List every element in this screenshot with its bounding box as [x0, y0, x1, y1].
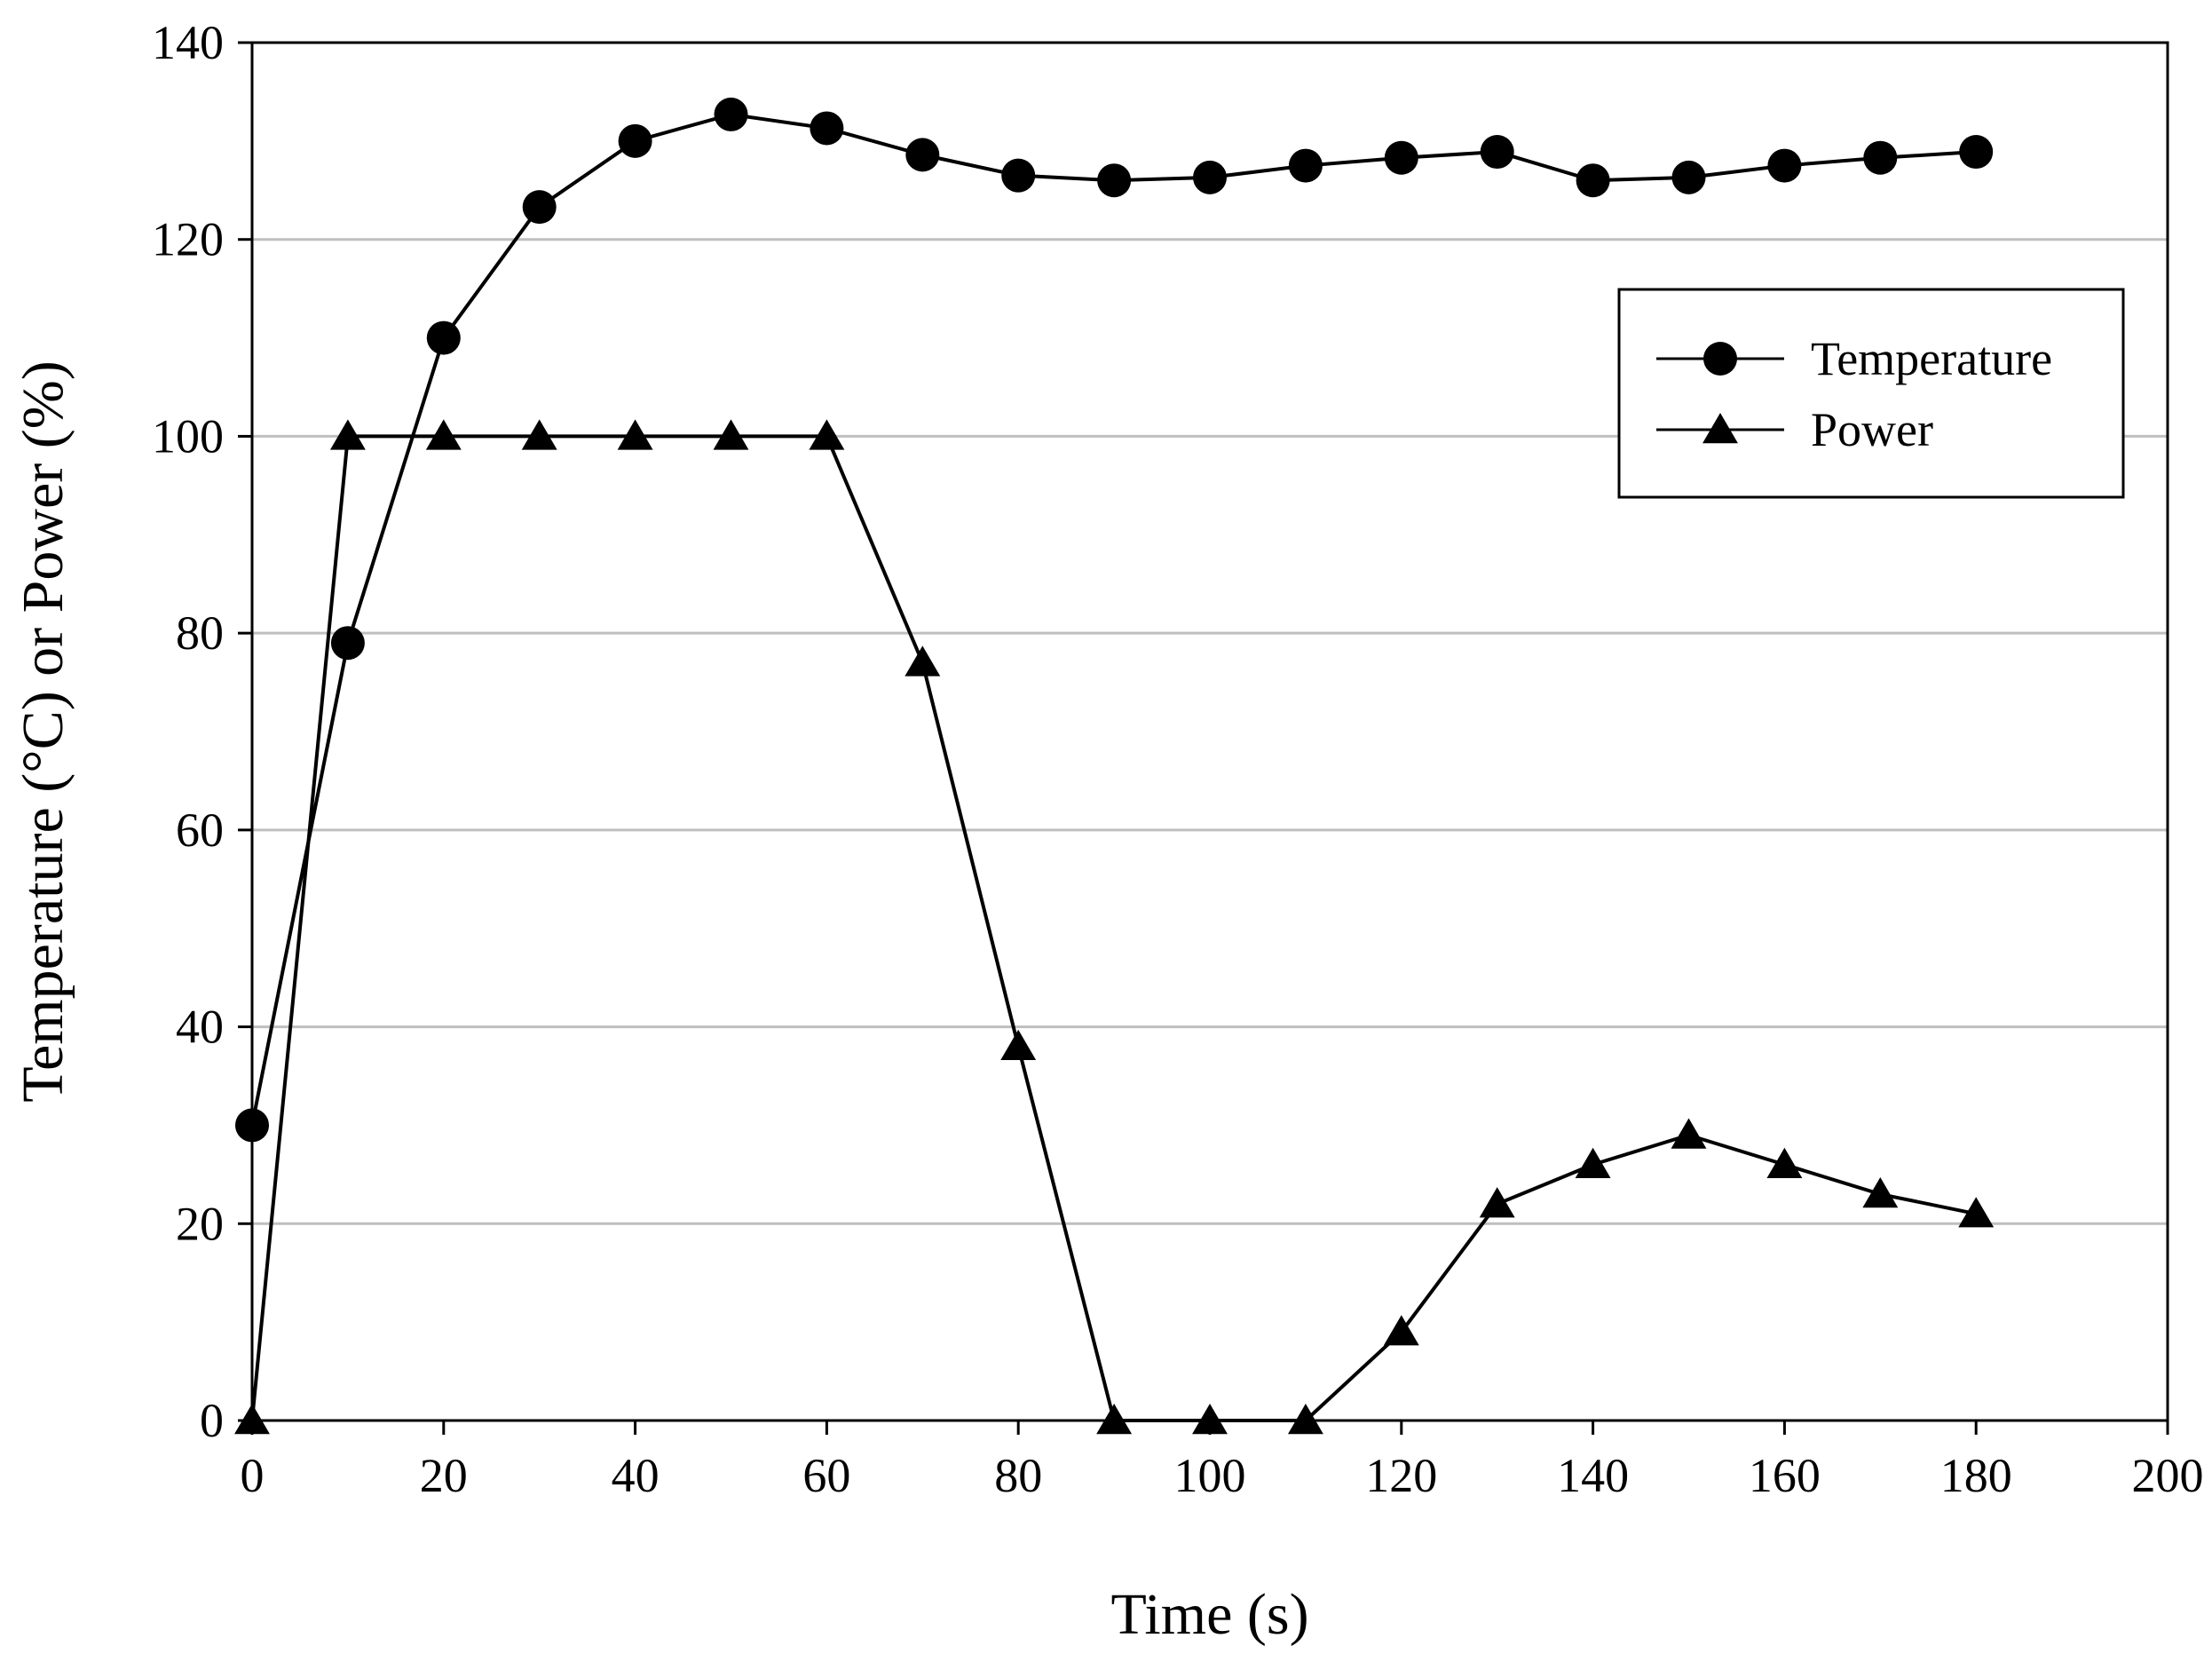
power-point-10 — [1192, 1404, 1228, 1435]
temperature-point-2 — [426, 321, 461, 355]
legend-entry-temperature: Temperature — [1656, 332, 2052, 385]
y-tick-label-100: 100 — [152, 409, 224, 463]
power-point-11 — [1287, 1404, 1323, 1435]
legend-box — [1617, 288, 2125, 499]
temperature-point-5 — [714, 97, 748, 131]
legend-marker-circle-icon — [1703, 342, 1737, 376]
temperature-point-11 — [1288, 148, 1323, 183]
x-axis-title: Time (s) — [1110, 1582, 1308, 1647]
power-point-4 — [617, 419, 653, 450]
x-tick-label-100: 100 — [1174, 1449, 1246, 1502]
series-line-power — [250, 434, 1977, 1422]
temperature-point-12 — [1384, 140, 1418, 175]
power-point-16 — [1766, 1147, 1803, 1178]
legend-entry-power: Power — [1656, 403, 1933, 456]
temperature-point-16 — [1767, 148, 1802, 183]
y-tick-label-140: 140 — [152, 16, 224, 69]
temperature-point-1 — [330, 626, 365, 661]
legend-marker-triangle-icon — [1702, 413, 1738, 444]
power-point-5 — [713, 419, 749, 450]
x-tick-label-0: 0 — [241, 1449, 265, 1502]
power-point-3 — [521, 419, 557, 450]
power-point-13 — [1479, 1187, 1515, 1218]
x-tick-label-120: 120 — [1365, 1449, 1437, 1502]
power-point-6 — [809, 419, 845, 450]
power-point-15 — [1671, 1118, 1707, 1149]
power-point-18 — [1958, 1197, 1995, 1228]
temperature-point-14 — [1576, 163, 1610, 198]
y-tick-label-20: 20 — [176, 1197, 224, 1250]
x-tick-label-140: 140 — [1557, 1449, 1629, 1502]
power-point-17 — [1862, 1177, 1899, 1208]
series-power — [234, 419, 1995, 1435]
x-tick-label-160: 160 — [1749, 1449, 1821, 1502]
y-tick-label-120: 120 — [152, 213, 224, 266]
power-point-12 — [1383, 1315, 1419, 1346]
temperature-point-18 — [1959, 135, 1994, 170]
temperature-point-8 — [1001, 158, 1036, 193]
y-axis-title: Temperature (°C) or Power (%) — [11, 360, 75, 1102]
temperature-point-10 — [1193, 160, 1227, 194]
temperature-point-7 — [905, 138, 940, 172]
temperature-point-4 — [618, 123, 652, 158]
x-tick-label-200: 200 — [2132, 1449, 2204, 1502]
power-point-7 — [905, 645, 941, 677]
power-point-2 — [425, 419, 462, 450]
x-tick-label-80: 80 — [994, 1449, 1042, 1502]
legend-label-power: Power — [1811, 403, 1933, 456]
legend-label-temperature: Temperature — [1811, 332, 2052, 385]
power-point-9 — [1096, 1404, 1133, 1435]
power-point-1 — [329, 419, 366, 450]
power-point-8 — [1000, 1029, 1037, 1060]
y-tick-label-60: 60 — [176, 803, 224, 857]
temperature-point-3 — [522, 190, 557, 225]
temperature-point-17 — [1863, 140, 1898, 175]
series-temperature — [235, 97, 1994, 1143]
y-tick-label-0: 0 — [200, 1394, 224, 1447]
x-tick-label-180: 180 — [1940, 1449, 2012, 1502]
axis-ticks: 0 20 40 60 80 100 120 140 160 180 200 0 20 40 60 80 100 1… — [152, 16, 2204, 1502]
temperature-point-6 — [810, 111, 844, 146]
temperature-point-15 — [1671, 160, 1706, 194]
y-tick-label-40: 40 — [176, 1001, 224, 1054]
temperature-point-13 — [1480, 135, 1514, 170]
plot-area-frame — [250, 41, 2169, 1422]
y-tick-label-80: 80 — [176, 606, 224, 660]
x-tick-label-20: 20 — [420, 1449, 468, 1502]
series-line-temperature — [250, 112, 1977, 1126]
legend: Temperature Power — [1617, 288, 2125, 499]
x-tick-label-40: 40 — [612, 1449, 660, 1502]
temperature-point-9 — [1097, 163, 1132, 198]
x-tick-label-60: 60 — [802, 1449, 850, 1502]
power-point-14 — [1575, 1147, 1611, 1178]
